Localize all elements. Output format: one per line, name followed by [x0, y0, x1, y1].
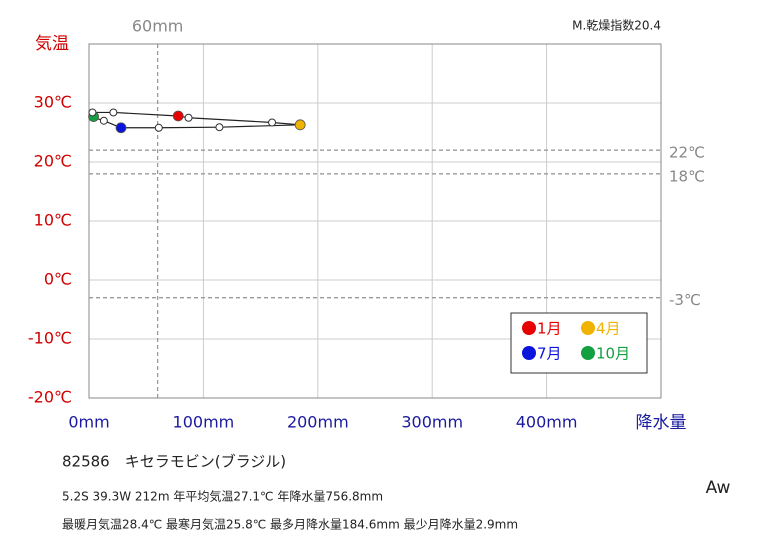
- y-axis-title: 気温: [35, 34, 69, 54]
- data-point: [172, 110, 184, 122]
- y-tick-label: 10℃: [34, 211, 72, 230]
- data-point: [215, 123, 224, 132]
- info-line: 5.2S 39.3W 212m 年平均気温27.1℃ 年降水量756.8mm: [62, 489, 383, 504]
- y-tick-label: 30℃: [34, 93, 72, 112]
- data-point: [99, 116, 108, 125]
- plot-border: [88, 43, 662, 399]
- data-point: [294, 119, 306, 131]
- x-tick-label: 400mm: [516, 413, 578, 432]
- y-tick-label: 20℃: [34, 152, 72, 171]
- info-line: 最暖月気温28.4℃ 最寒月気温25.8℃ 最多月降水量184.6mm 最少月降…: [62, 517, 518, 532]
- legend-label: 7月: [537, 345, 562, 363]
- y-tick-label: -10℃: [28, 329, 72, 348]
- legend-marker: [522, 346, 536, 360]
- x-tick-label: 100mm: [173, 413, 235, 432]
- data-point: [88, 108, 97, 117]
- reference-label: 18℃: [669, 167, 705, 185]
- data-point: [115, 122, 127, 134]
- legend-marker: [581, 346, 595, 360]
- data-point: [268, 118, 277, 127]
- legend-marker: [522, 321, 536, 335]
- legend-label: 10月: [596, 345, 630, 363]
- data-point: [154, 123, 163, 132]
- y-tick-label: 0℃: [44, 270, 72, 289]
- x-tick-label: 200mm: [287, 413, 349, 432]
- data-point: [184, 113, 193, 122]
- x-tick-label: 0mm: [68, 413, 109, 432]
- legend-label: 4月: [596, 320, 621, 338]
- legend-label: 1月: [537, 320, 562, 338]
- x-axis-title: 降水量: [636, 413, 687, 433]
- x-tick-label: 300mm: [401, 413, 463, 432]
- y-tick-label: -20℃: [28, 388, 72, 407]
- climate-class: Aw: [706, 478, 731, 498]
- legend-marker: [581, 321, 595, 335]
- reference-label: 22℃: [669, 144, 705, 162]
- index-label: M.乾燥指数20.4: [572, 18, 661, 33]
- station: 82586 キセラモビン(ブラジル): [62, 453, 286, 471]
- reference-label: 60mm: [132, 17, 184, 36]
- data-point: [109, 108, 118, 117]
- reference-label: -3℃: [669, 291, 701, 309]
